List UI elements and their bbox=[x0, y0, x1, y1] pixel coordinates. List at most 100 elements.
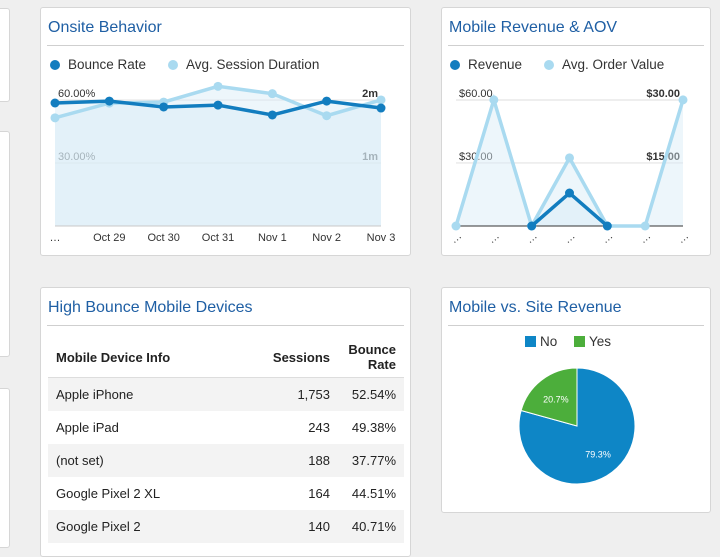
legend-label: Revenue bbox=[468, 57, 522, 72]
slice-label: 79.3% bbox=[585, 450, 611, 460]
legend-label: Yes bbox=[589, 334, 611, 349]
column-header: Sessions bbox=[242, 337, 338, 378]
data-point bbox=[213, 100, 223, 110]
data-point bbox=[489, 95, 499, 105]
legend-label: Avg. Order Value bbox=[562, 57, 664, 72]
data-point bbox=[527, 221, 537, 231]
x-tick-label: Nov 3 bbox=[367, 232, 396, 244]
table-cell: Google Pixel 2 XL bbox=[56, 486, 161, 501]
divider bbox=[47, 325, 404, 326]
table-cell: 40.71% bbox=[338, 510, 404, 543]
charts-layer: Bounce Rate Avg. Session Duration 30.00% 60… bbox=[50, 57, 691, 485]
y2-tick-label: 1m bbox=[362, 151, 378, 163]
table-cell: 1,753 bbox=[242, 377, 338, 411]
x-tick-label: … bbox=[561, 230, 577, 246]
data-point bbox=[565, 153, 574, 163]
x-tick-label: … bbox=[524, 230, 540, 246]
data-point bbox=[159, 102, 169, 112]
divider bbox=[448, 325, 704, 326]
y-tick-label: 60.00% bbox=[58, 88, 96, 100]
y2-tick-label: $30.00 bbox=[646, 88, 680, 100]
series-area bbox=[55, 86, 381, 226]
data-point bbox=[104, 96, 114, 106]
card-title: High Bounce Mobile Devices bbox=[48, 299, 253, 316]
x-tick-label: Oct 31 bbox=[202, 232, 234, 244]
table-cell: 188 bbox=[242, 444, 338, 477]
table-row: Google Pixel 2 XL 164 44.51% bbox=[48, 477, 404, 510]
column-header: Mobile Device Info bbox=[48, 337, 242, 378]
data-point bbox=[376, 103, 386, 113]
data-point bbox=[602, 221, 612, 231]
data-point bbox=[322, 96, 332, 106]
legend-label: Bounce Rate bbox=[68, 57, 146, 72]
data-point bbox=[451, 221, 461, 231]
series-area bbox=[531, 193, 608, 226]
table-cell: 140 bbox=[242, 510, 338, 543]
legend-swatch bbox=[168, 60, 178, 70]
card-title: Mobile Revenue & AOV bbox=[449, 19, 618, 36]
data-point bbox=[213, 81, 223, 91]
data-point bbox=[322, 111, 332, 121]
y-tick-label: $60.00 bbox=[459, 88, 493, 100]
card-title: Onsite Behavior bbox=[48, 19, 162, 36]
table-row: Apple iPad 243 49.38% bbox=[48, 411, 404, 444]
legend-swatch bbox=[50, 60, 60, 70]
x-tick-label: … bbox=[599, 230, 615, 246]
divider bbox=[47, 45, 404, 46]
table-cell: 49.38% bbox=[351, 420, 396, 435]
card-title: Mobile vs. Site Revenue bbox=[449, 299, 622, 316]
table-cell: 52.54% bbox=[338, 377, 404, 411]
table-row: Apple iPhone 1,753 52.54% bbox=[48, 377, 404, 411]
x-tick-label: Oct 29 bbox=[93, 232, 125, 244]
divider bbox=[448, 45, 704, 46]
y2-tick-label: 2m bbox=[362, 88, 378, 100]
data-point bbox=[376, 95, 386, 105]
table-row: Google Pixel 2 140 40.71% bbox=[48, 510, 404, 543]
legend-swatch bbox=[544, 60, 554, 70]
data-point bbox=[565, 188, 574, 198]
slice-label: 20.7% bbox=[543, 394, 569, 404]
table-row: (not set) 188 37.77% bbox=[48, 444, 404, 477]
x-tick-label: … bbox=[448, 230, 464, 246]
table-cell: 164 bbox=[308, 486, 330, 501]
table: Mobile Device Info Sessions Bounce Rate … bbox=[48, 337, 404, 543]
legend-swatch bbox=[525, 336, 536, 347]
table-cell: 37.77% bbox=[338, 444, 404, 477]
table-cell: 44.51% bbox=[351, 486, 396, 501]
table-cell: Google Pixel 2 bbox=[48, 510, 242, 543]
table-cell: Apple iPad bbox=[56, 420, 119, 435]
table-cell: Apple iPhone bbox=[48, 377, 242, 411]
legend-swatch bbox=[450, 60, 460, 70]
column-header: Bounce Rate bbox=[338, 337, 404, 378]
data-point bbox=[678, 95, 688, 105]
card: Onsite Behavior bbox=[40, 7, 411, 256]
pie-slice bbox=[520, 367, 578, 427]
data-point bbox=[50, 98, 60, 108]
data-point bbox=[640, 221, 650, 231]
x-tick-label: Oct 30 bbox=[147, 232, 179, 244]
table-body: Apple iPhone 1,753 52.54% Apple iPad 243 49.3… bbox=[48, 377, 404, 543]
table-cell: (not set) bbox=[48, 444, 242, 477]
partial-card bbox=[0, 8, 10, 102]
legend-swatch bbox=[574, 336, 585, 347]
data-point bbox=[267, 110, 277, 120]
legend-label: No bbox=[540, 334, 557, 349]
legend-label: Avg. Session Duration bbox=[186, 57, 319, 72]
data-point bbox=[50, 113, 60, 123]
x-tick-label: Nov 1 bbox=[258, 232, 287, 244]
x-tick-label: … bbox=[486, 230, 502, 246]
x-tick-label: … bbox=[675, 230, 691, 246]
series-area bbox=[55, 101, 381, 226]
dashboard: Onsite Behavior Mobile Revenue & AOV Hig… bbox=[0, 7, 711, 557]
table-cell: 243 bbox=[308, 420, 330, 435]
y-tick-label: 30.00% bbox=[58, 151, 96, 163]
y2-tick-label: $15.00 bbox=[646, 151, 680, 163]
x-tick-label: … bbox=[50, 232, 61, 244]
card: High Bounce Mobile Devices Mobile Device… bbox=[40, 287, 411, 557]
partial-card bbox=[0, 131, 10, 357]
x-tick-label: Nov 2 bbox=[312, 232, 341, 244]
header-row: Mobile Device Info Sessions Bounce Rate bbox=[48, 337, 404, 378]
series-area bbox=[456, 99, 683, 226]
data-point bbox=[267, 89, 277, 99]
x-tick-label: … bbox=[637, 230, 653, 246]
